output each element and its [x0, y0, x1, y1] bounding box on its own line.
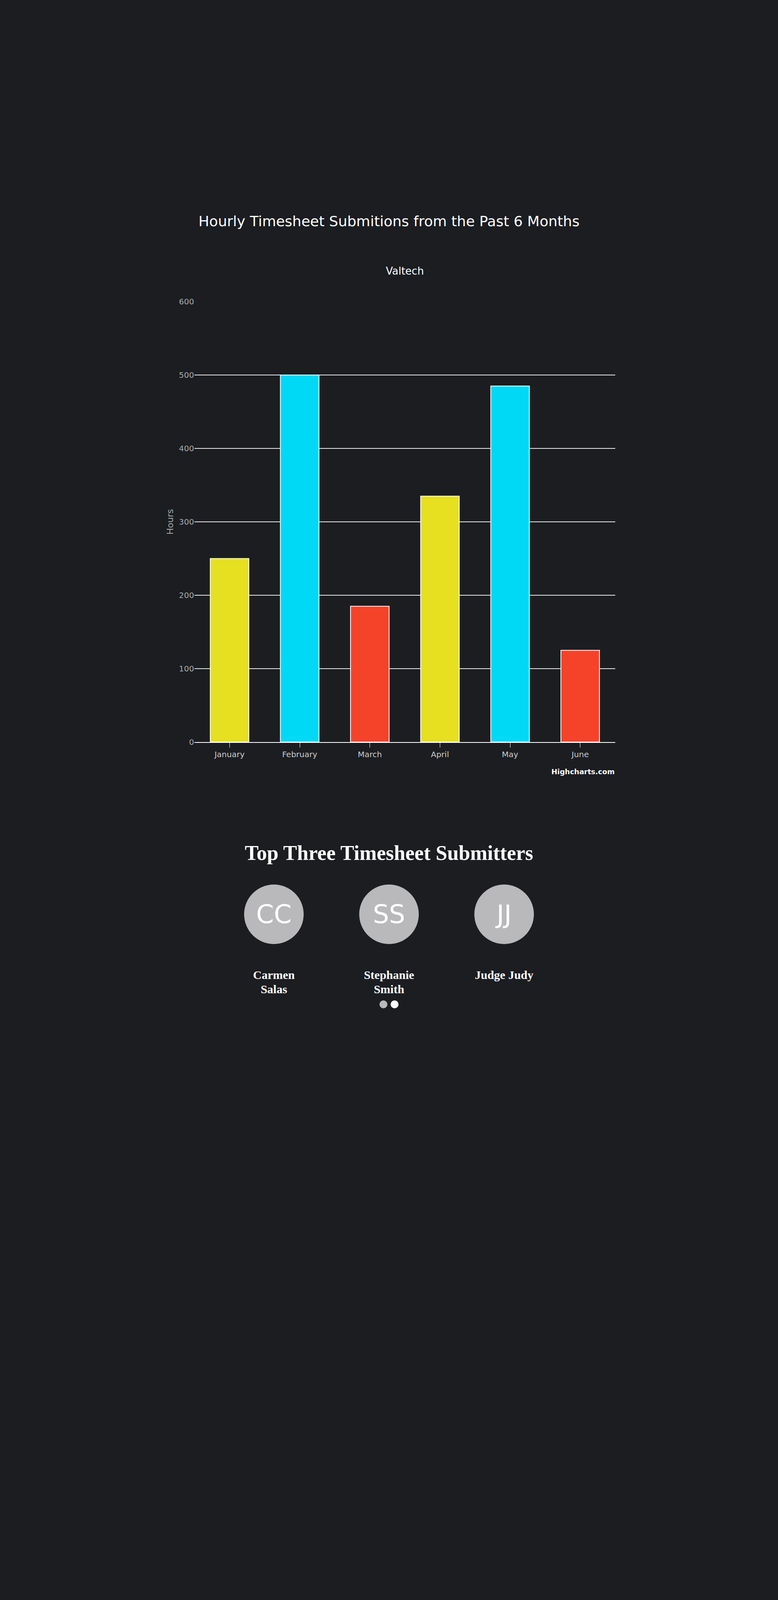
- svg-text:May: May: [501, 749, 519, 760]
- html-text:Carmen Salas: Carmen Salas: [253, 968, 295, 996]
- svg-text:Hours: Hours: [165, 509, 176, 535]
- svg-text:January: January: [213, 749, 245, 760]
- svg-text:Hourly Timesheet Submitions fr: Hourly Timesheet Submitions from the Pas…: [198, 213, 580, 230]
- html-text:Stephanie Smith: Stephanie Smith: [363, 968, 415, 996]
- svg-text:100: 100: [179, 664, 195, 674]
- svg-text:Highcharts.com: Highcharts.com: [551, 767, 615, 777]
- svg-text:0: 0: [188, 737, 195, 748]
- svg-text:April: April: [430, 749, 449, 760]
- html-text:Top Three Timesheet Submitters: Top Three Timesheet Submitters: [244, 841, 534, 865]
- html-text:SS: SS: [372, 899, 406, 930]
- svg-text:March: March: [357, 749, 382, 760]
- svg-text:200: 200: [179, 590, 195, 601]
- svg-text:500: 500: [179, 370, 195, 380]
- svg-text:600: 600: [179, 296, 195, 307]
- html-text:CC: CC: [256, 899, 292, 930]
- svg-text:400: 400: [179, 443, 195, 454]
- svg-text:June: June: [570, 749, 590, 760]
- svg-text:Valtech: Valtech: [385, 265, 424, 278]
- html-text:Judge Judy: Judge Judy: [474, 968, 534, 982]
- svg-text:300: 300: [179, 517, 195, 527]
- html-text:JJ: JJ: [496, 899, 512, 930]
- svg-text:February: February: [282, 749, 318, 760]
